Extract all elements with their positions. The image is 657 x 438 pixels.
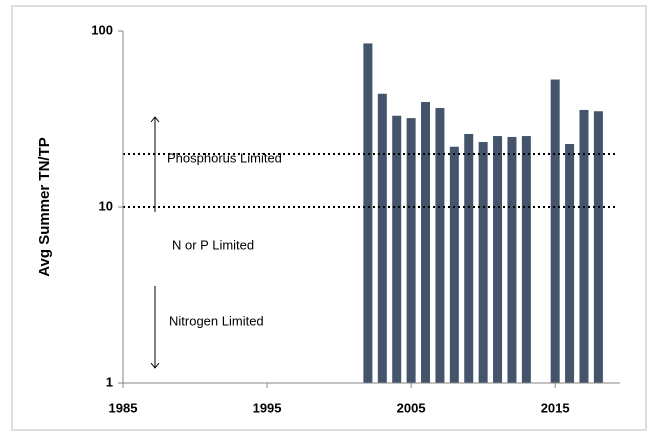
annotation: Nitrogen Limited bbox=[169, 313, 264, 328]
bar bbox=[406, 118, 416, 384]
bar bbox=[507, 136, 517, 383]
bar bbox=[521, 136, 531, 383]
annotation: N or P Limited bbox=[172, 237, 254, 252]
bar bbox=[392, 115, 402, 383]
x-tick-label: 1995 bbox=[253, 400, 282, 415]
bar bbox=[493, 136, 503, 383]
bar bbox=[363, 43, 373, 383]
x-tick-label: 2005 bbox=[397, 400, 426, 415]
y-tick-label: 10 bbox=[99, 198, 113, 213]
x-tick-label: 2015 bbox=[541, 400, 570, 415]
y-tick-label: 100 bbox=[91, 22, 113, 37]
bar bbox=[550, 79, 560, 383]
annotation: Phosphorus Limited bbox=[167, 150, 282, 165]
chart-frame bbox=[11, 5, 647, 431]
y-axis-label: Avg Summer TN/TP bbox=[36, 137, 53, 276]
y-tick-label: 1 bbox=[106, 374, 113, 389]
bar bbox=[377, 93, 387, 384]
bar bbox=[435, 108, 445, 384]
bar bbox=[449, 146, 459, 383]
x-tick-label: 1985 bbox=[109, 400, 138, 415]
bar bbox=[579, 109, 589, 384]
bar bbox=[421, 101, 431, 384]
bar bbox=[464, 133, 474, 383]
bar bbox=[565, 144, 575, 383]
bar bbox=[593, 111, 603, 384]
bar bbox=[478, 142, 488, 383]
